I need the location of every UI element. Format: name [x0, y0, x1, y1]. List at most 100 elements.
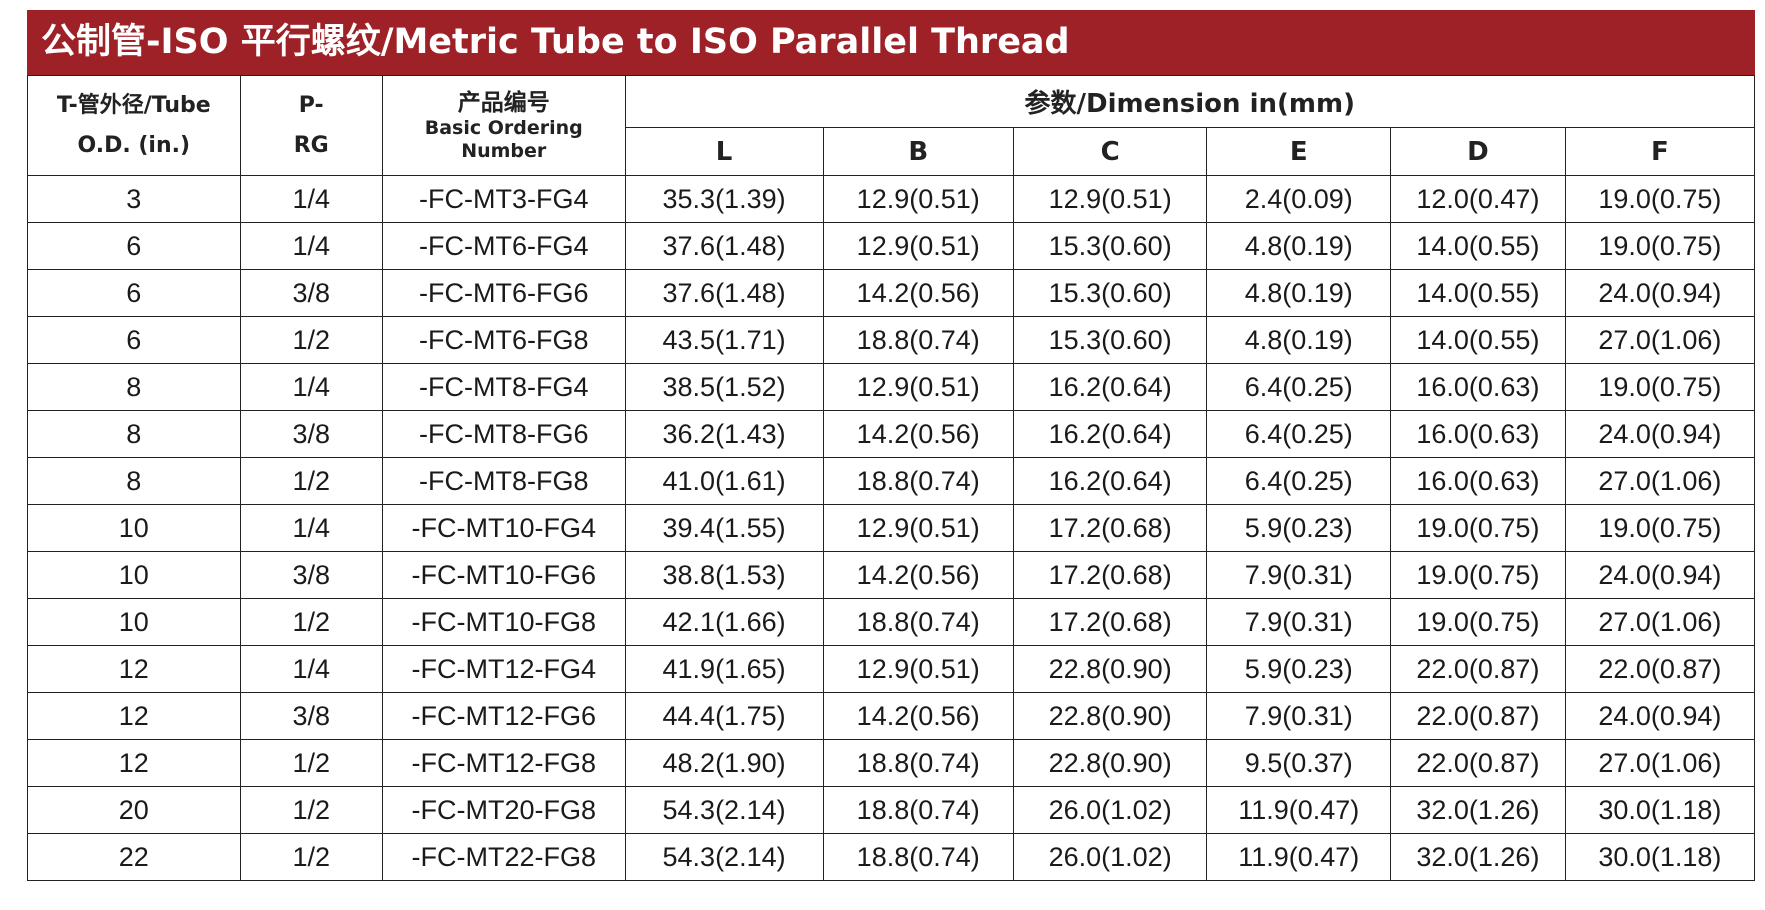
- cell-ordering-number: -FC-MT22-FG8: [381, 833, 626, 881]
- cell-ordering-number: -FC-MT20-FG8: [381, 786, 626, 834]
- cell-ordering-number: -FC-MT10-FG8: [381, 598, 626, 646]
- cell-dim-l: 38.5(1.52): [624, 363, 824, 411]
- spec-sheet: 公制管-ISO 平行螺纹/Metric Tube to ISO Parallel…: [27, 10, 1756, 881]
- cell-dim-d: 32.0(1.26): [1390, 833, 1566, 881]
- table-row: 3 1/4 -FC-MT3-FG4 35.3(1.39) 12.9(0.51) 12.9(…: [27, 175, 1756, 223]
- cell-dim-e: 4.8(0.19): [1206, 222, 1392, 270]
- table-row: 12 1/4 -FC-MT12-FG4 41.9(1.65) 12.9(0.51) 22.…: [27, 645, 1756, 693]
- cell-dim-l: 36.2(1.43): [624, 410, 824, 458]
- header-dim-l: L: [624, 127, 824, 176]
- cell-port-size: 1/2: [239, 786, 383, 834]
- cell-dim-f: 24.0(0.94): [1564, 692, 1756, 740]
- cell-dim-l: 37.6(1.48): [624, 269, 824, 317]
- table-row: 10 3/8 -FC-MT10-FG6 38.8(1.53) 14.2(0.56) 17.…: [27, 551, 1756, 599]
- cell-dim-e: 6.4(0.25): [1206, 363, 1392, 411]
- cell-dim-l: 39.4(1.55): [624, 504, 824, 552]
- cell-dim-c: 22.8(0.90): [1012, 645, 1208, 693]
- cell-dim-f: 30.0(1.18): [1564, 833, 1756, 881]
- cell-tube-od: 10: [27, 551, 241, 599]
- cell-dim-f: 27.0(1.06): [1564, 598, 1756, 646]
- cell-dim-l: 38.8(1.53): [624, 551, 824, 599]
- cell-port-size: 1/4: [239, 222, 383, 270]
- cell-dim-b: 14.2(0.56): [822, 692, 1014, 740]
- cell-dim-b: 12.9(0.51): [822, 504, 1014, 552]
- cell-dim-d: 14.0(0.55): [1390, 269, 1566, 317]
- cell-port-size: 1/4: [239, 363, 383, 411]
- table-row: 12 1/2 -FC-MT12-FG8 48.2(1.90) 18.8(0.74) 22.…: [27, 739, 1756, 787]
- cell-dim-d: 19.0(0.75): [1390, 598, 1566, 646]
- cell-dim-e: 7.9(0.31): [1206, 598, 1392, 646]
- table-row: 8 1/2 -FC-MT8-FG8 41.0(1.61) 18.8(0.74) 16.2(…: [27, 457, 1756, 505]
- header-dim-e: E: [1206, 127, 1392, 176]
- cell-dim-e: 4.8(0.19): [1206, 269, 1392, 317]
- cell-tube-od: 8: [27, 410, 241, 458]
- header-tube-od-line2: O.D. (in.): [77, 132, 191, 158]
- cell-dim-b: 18.8(0.74): [822, 316, 1014, 364]
- cell-dim-f: 27.0(1.06): [1564, 739, 1756, 787]
- cell-dim-f: 19.0(0.75): [1564, 504, 1756, 552]
- cell-ordering-number: -FC-MT6-FG4: [381, 222, 626, 270]
- cell-tube-od: 12: [27, 739, 241, 787]
- cell-dim-l: 54.3(2.14): [624, 833, 824, 881]
- header-ordering-number-en-line2: Number: [461, 139, 547, 162]
- table-row: 8 1/4 -FC-MT8-FG4 38.5(1.52) 12.9(0.51) 16.2(…: [27, 363, 1756, 411]
- cell-dim-f: 27.0(1.06): [1564, 316, 1756, 364]
- cell-dim-e: 7.9(0.31): [1206, 551, 1392, 599]
- cell-dim-c: 26.0(1.02): [1012, 833, 1208, 881]
- header-dim-d: D: [1390, 127, 1566, 176]
- table-body: 3 1/4 -FC-MT3-FG4 35.3(1.39) 12.9(0.51) 12.9(…: [27, 175, 1756, 881]
- cell-dim-b: 18.8(0.74): [822, 833, 1014, 881]
- cell-dim-l: 35.3(1.39): [624, 175, 824, 223]
- cell-tube-od: 3: [27, 175, 241, 223]
- header-ordering-number-en-line1: Basic Ordering: [424, 116, 583, 139]
- table-row: 8 3/8 -FC-MT8-FG6 36.2(1.43) 14.2(0.56) 16.2(…: [27, 410, 1756, 458]
- cell-dim-d: 22.0(0.87): [1390, 739, 1566, 787]
- header-ordering-number-zh: 产品编号: [457, 89, 550, 116]
- cell-tube-od: 10: [27, 598, 241, 646]
- cell-ordering-number: -FC-MT12-FG8: [381, 739, 626, 787]
- cell-ordering-number: -FC-MT12-FG4: [381, 645, 626, 693]
- header-tube-od-line1: T-管外径/Tube: [56, 92, 211, 118]
- cell-dim-f: 30.0(1.18): [1564, 786, 1756, 834]
- cell-dim-e: 9.5(0.37): [1206, 739, 1392, 787]
- cell-ordering-number: -FC-MT3-FG4: [381, 175, 626, 223]
- cell-port-size: 3/8: [239, 410, 383, 458]
- cell-tube-od: 6: [27, 316, 241, 364]
- cell-port-size: 1/4: [239, 175, 383, 223]
- cell-port-size: 3/8: [239, 692, 383, 740]
- table-header: T-管外径/Tube O.D. (in.) P- RG 产品编号 Basic O…: [27, 75, 1756, 176]
- table-row: 20 1/2 -FC-MT20-FG8 54.3(2.14) 18.8(0.74) 26.…: [27, 786, 1756, 834]
- table-row: 10 1/2 -FC-MT10-FG8 42.1(1.66) 18.8(0.74) 17.…: [27, 598, 1756, 646]
- cell-dim-b: 14.2(0.56): [822, 269, 1014, 317]
- cell-ordering-number: -FC-MT8-FG4: [381, 363, 626, 411]
- cell-dim-d: 14.0(0.55): [1390, 316, 1566, 364]
- cell-dim-c: 16.2(0.64): [1012, 410, 1208, 458]
- cell-dim-e: 5.9(0.23): [1206, 645, 1392, 693]
- cell-dim-e: 7.9(0.31): [1206, 692, 1392, 740]
- cell-dim-b: 12.9(0.51): [822, 645, 1014, 693]
- header-dimension: 参数/Dimension in(mm): [624, 75, 1756, 128]
- table-row: 12 3/8 -FC-MT12-FG6 44.4(1.75) 14.2(0.56) 22.…: [27, 692, 1756, 740]
- cell-dim-b: 12.9(0.51): [822, 222, 1014, 270]
- header-ordering-number: 产品编号 Basic Ordering Number: [381, 75, 626, 176]
- cell-dim-c: 12.9(0.51): [1012, 175, 1208, 223]
- cell-port-size: 3/8: [239, 551, 383, 599]
- cell-dim-d: 16.0(0.63): [1390, 457, 1566, 505]
- cell-dim-f: 24.0(0.94): [1564, 410, 1756, 458]
- header-dim-b: B: [822, 127, 1014, 176]
- table-title: 公制管-ISO 平行螺纹/Metric Tube to ISO Parallel…: [27, 10, 1755, 75]
- header-port-line1: P-: [298, 92, 324, 118]
- cell-ordering-number: -FC-MT10-FG4: [381, 504, 626, 552]
- cell-port-size: 1/2: [239, 833, 383, 881]
- cell-dim-c: 17.2(0.68): [1012, 598, 1208, 646]
- cell-dim-d: 32.0(1.26): [1390, 786, 1566, 834]
- cell-dim-l: 42.1(1.66): [624, 598, 824, 646]
- cell-dim-c: 16.2(0.64): [1012, 363, 1208, 411]
- cell-dim-d: 19.0(0.75): [1390, 551, 1566, 599]
- cell-dim-l: 41.9(1.65): [624, 645, 824, 693]
- cell-port-size: 1/2: [239, 316, 383, 364]
- cell-dim-f: 22.0(0.87): [1564, 645, 1756, 693]
- cell-dim-f: 27.0(1.06): [1564, 457, 1756, 505]
- cell-dim-c: 15.3(0.60): [1012, 269, 1208, 317]
- cell-dim-c: 17.2(0.68): [1012, 551, 1208, 599]
